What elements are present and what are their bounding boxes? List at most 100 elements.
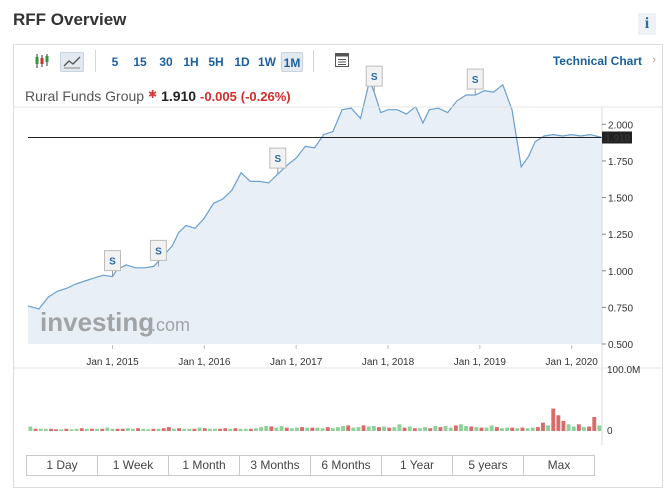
volume-bar — [423, 427, 427, 431]
dividend-marker-label: S — [109, 257, 116, 268]
volume-bar — [156, 428, 161, 431]
volume-bar — [254, 428, 258, 431]
range-1-month[interactable]: 1 Month — [169, 456, 240, 475]
volume-bar — [100, 428, 105, 431]
volume-bar — [525, 428, 530, 431]
volume-bar — [177, 428, 181, 431]
current-price-tag — [602, 131, 632, 144]
volume-bar — [172, 428, 176, 431]
interval-1d[interactable]: 1D — [234, 55, 250, 69]
volume-bar — [310, 427, 315, 431]
volume-bar — [74, 428, 79, 431]
dividend-marker-box — [466, 68, 484, 90]
volume-bar — [407, 426, 412, 431]
volume-bar — [320, 428, 325, 431]
volume-bar — [556, 415, 561, 431]
dividend-marker: S — [466, 68, 484, 96]
settings-panel-icon[interactable] — [332, 52, 352, 72]
volume-bar — [264, 426, 269, 431]
volume-bar — [84, 428, 89, 431]
interval-30[interactable]: 30 — [159, 55, 173, 69]
info-icon[interactable]: i — [638, 13, 656, 35]
volume-zero-label: 0 — [607, 426, 613, 437]
volume-bar — [325, 427, 330, 431]
current-price-label: 1.910 — [605, 134, 630, 145]
investing-watermark-suffix: .com — [151, 315, 190, 335]
range-1-week[interactable]: 1 Week — [98, 456, 169, 475]
quote-line: Rural Funds Group ✱ 1.910 -0.005 (-0.26%… — [25, 88, 291, 104]
interval-1h[interactable]: 1H — [183, 55, 199, 69]
volume-bar — [592, 417, 597, 431]
range-max[interactable]: Max — [547, 458, 571, 472]
range-5-years[interactable]: 5 years — [453, 456, 524, 475]
interval-5[interactable]: 5 — [111, 55, 119, 69]
volume-max-label: 100.0M — [607, 365, 640, 376]
technical-chart-link[interactable]: Technical Chart — [552, 54, 642, 68]
chart-panel: 5 15 30 1H 5H 1D 1W 1M Technical Chart ›… — [13, 44, 663, 488]
dividend-marker-box — [149, 239, 167, 261]
volume-bar — [146, 429, 151, 431]
volume-bar — [213, 428, 217, 431]
price-area — [28, 80, 602, 345]
volume-bar — [361, 425, 366, 431]
dividend-marker-label: S — [274, 154, 281, 165]
dividend-marker-label: S — [472, 75, 479, 86]
range-3-months[interactable]: 3 Months — [240, 456, 311, 475]
volume-bar — [356, 427, 361, 431]
area-chart-icon[interactable] — [60, 52, 84, 72]
dividend-marker-label: S — [371, 72, 378, 83]
y-tick-label: 2.000 — [608, 120, 633, 131]
y-tick-label: 0.500 — [608, 340, 633, 351]
volume-bar — [228, 428, 233, 431]
interval-5h[interactable]: 5H — [208, 55, 224, 69]
volume-bar — [105, 427, 110, 431]
volume-bar — [131, 428, 135, 431]
y-tick-label: 1.500 — [608, 194, 633, 205]
volume-bar — [474, 427, 479, 431]
volume-bar — [382, 426, 386, 431]
interval-1w[interactable]: 1W — [258, 55, 276, 69]
volume-bar — [233, 428, 238, 431]
volume-bar — [69, 429, 74, 431]
last-price: 1.910 — [161, 88, 197, 104]
candlestick-icon[interactable] — [32, 52, 52, 72]
interval-15[interactable]: 15 — [133, 55, 147, 69]
volume-bar — [341, 426, 345, 431]
dividend-marker-box — [365, 65, 383, 87]
volume-bar — [284, 427, 289, 431]
y-tick-label: 1.000 — [608, 267, 633, 278]
volume-bar — [520, 427, 525, 431]
chevron-right-icon[interactable]: › — [652, 54, 656, 66]
volume-bar — [371, 426, 376, 431]
volume-bar — [33, 428, 38, 431]
volume-bar — [587, 426, 591, 431]
volume-bar — [428, 428, 433, 431]
star-icon: ✱ — [147, 89, 158, 101]
volume-bar — [238, 428, 243, 431]
volume-bar — [397, 424, 402, 431]
volume-bar — [433, 426, 438, 431]
volume-bar — [243, 428, 248, 431]
volume-bar — [223, 428, 228, 431]
volume-bar — [571, 426, 576, 431]
volume-bar — [151, 428, 156, 431]
x-tick-label: Jan 1, 2017 — [270, 357, 323, 368]
volume-bar — [64, 428, 69, 431]
volume-bar — [546, 425, 550, 431]
volume-bar — [351, 427, 356, 431]
x-tick-label: Jan 1, 2016 — [178, 357, 231, 368]
volume-bar — [535, 427, 540, 431]
volume-bar — [459, 424, 463, 431]
volume-bar — [248, 428, 253, 431]
interval-1m[interactable]: 1M — [281, 52, 303, 72]
investing-watermark: investing — [40, 307, 154, 337]
volume-bar — [187, 428, 192, 431]
range-1-day[interactable]: 1 Day — [27, 456, 98, 475]
range-6-months[interactable]: 6 Months — [311, 456, 382, 475]
volume-bar — [197, 427, 202, 431]
instrument-name: Rural Funds Group — [25, 88, 145, 104]
volume-bar — [515, 428, 520, 431]
volume-bar — [566, 424, 571, 431]
volume-bar — [28, 426, 33, 431]
range-1-year[interactable]: 1 Year — [382, 456, 453, 475]
